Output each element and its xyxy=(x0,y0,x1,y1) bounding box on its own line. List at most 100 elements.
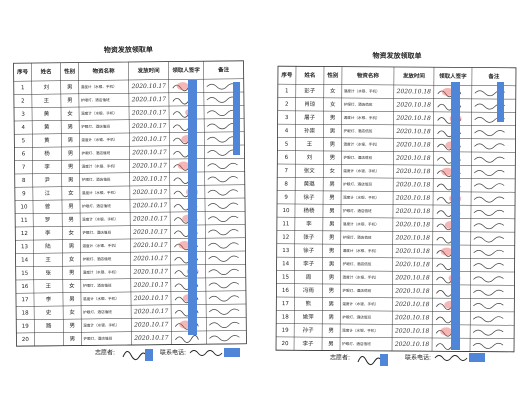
volunteer-signature xyxy=(357,356,381,366)
issue-date: 2020.10.18 xyxy=(395,168,431,175)
issue-date: 2020.10.18 xyxy=(395,221,431,228)
column-rule xyxy=(60,62,64,346)
red-fingerprint xyxy=(178,241,191,250)
item-name: 护眼灯、酒店值班 xyxy=(344,128,373,133)
item-name: 护眼灯、酒店值班 xyxy=(343,155,372,160)
name: 刘 xyxy=(307,153,313,161)
column-rule xyxy=(293,66,297,351)
name: 屠子 xyxy=(304,114,316,121)
form-title: 物资发放领取单 xyxy=(373,51,422,60)
column-header: 性别 xyxy=(326,71,339,79)
row-rule xyxy=(15,224,246,228)
issue-date: 2020.10.17 xyxy=(133,281,169,288)
item-name: 温度计（水银、手机） xyxy=(343,274,379,279)
name: 黄 xyxy=(44,136,50,144)
row-number: 19 xyxy=(282,328,290,334)
column-header: 发放时间 xyxy=(137,66,161,74)
column-header: 物资名称 xyxy=(93,67,116,75)
remark-scribble xyxy=(207,215,239,222)
gender: 男 xyxy=(329,207,335,214)
row-rule xyxy=(276,216,515,220)
item-name: 温度计（水银、手机） xyxy=(82,190,118,195)
gender: 男 xyxy=(329,287,335,294)
remark-scribble xyxy=(206,83,237,90)
item-name: 温度计（水银、手机） xyxy=(342,301,378,306)
row-number: 1 xyxy=(21,85,25,91)
gender: 男 xyxy=(328,314,334,321)
column-header: 备注 xyxy=(217,65,230,73)
issue-date: 2020.10.17 xyxy=(132,255,168,262)
item-name: 温度计（水银、手机） xyxy=(344,115,380,120)
issue-date: 2020.10.17 xyxy=(133,334,169,341)
remark-scribble xyxy=(473,303,504,309)
row-rule xyxy=(16,303,247,307)
item-name: 护眼灯、酒店值班 xyxy=(343,235,372,240)
issue-date: 2020.10.17 xyxy=(133,295,169,302)
remark-scribble xyxy=(472,329,504,336)
issue-date: 2020.10.17 xyxy=(131,122,167,129)
gender: 女 xyxy=(69,308,75,316)
gender: 男 xyxy=(329,194,335,201)
item-name: 温度计（水银、手机） xyxy=(82,216,118,221)
gender: 女 xyxy=(330,100,336,108)
issue-date: 2020.10.17 xyxy=(131,149,167,156)
remark-scribble xyxy=(207,136,238,143)
row-number: 7 xyxy=(22,165,26,171)
remark-scribble xyxy=(207,202,239,209)
row-number: 2 xyxy=(21,98,25,104)
item-name: 护眼灯、酒店值班 xyxy=(342,341,371,346)
column-header: 发放时间 xyxy=(402,72,426,80)
row-number: 12 xyxy=(282,235,289,241)
issue-date: 2020.10.18 xyxy=(395,155,431,162)
name: 李 xyxy=(306,220,312,228)
row-rule xyxy=(277,190,516,193)
name: 黄 xyxy=(44,109,50,117)
item-name: 温度计（水银、手机） xyxy=(343,195,379,200)
name: 黄 xyxy=(44,123,50,131)
row-number: 18 xyxy=(22,310,30,316)
name: 彭子 xyxy=(304,87,316,95)
item-name: 护眼灯、酒店值班 xyxy=(342,288,371,293)
row-number: 5 xyxy=(285,142,289,148)
remark-scribble xyxy=(207,189,239,196)
name: 冯雨 xyxy=(303,286,315,294)
item-name: 护眼灯、酒店值班 xyxy=(343,208,372,213)
name: 张子 xyxy=(303,233,315,241)
row-rule xyxy=(276,323,515,326)
row-rule xyxy=(15,237,246,241)
issue-date: 2020.10.18 xyxy=(396,101,432,108)
row-rule xyxy=(276,270,515,273)
gender: 男 xyxy=(69,269,75,276)
item-name: 护眼灯、酒店值班 xyxy=(343,181,372,186)
issue-date: 2020.10.18 xyxy=(394,261,430,268)
issue-date: 2020.10.17 xyxy=(132,189,168,196)
row-number: 19 xyxy=(22,324,30,330)
item-name: 护眼灯、酒店值班 xyxy=(344,102,373,107)
row-number: 17 xyxy=(21,297,29,303)
row-number: 12 xyxy=(21,231,28,237)
name: 徐子 xyxy=(303,246,315,254)
item-name: 护眼灯、酒店值班 xyxy=(83,309,112,314)
row-number: 4 xyxy=(285,128,289,134)
column-rule xyxy=(469,67,473,352)
row-number: 14 xyxy=(21,257,29,263)
name: 杨 xyxy=(44,149,50,157)
remark-scribble xyxy=(206,123,238,130)
gender: 男 xyxy=(329,221,335,228)
name: 李 xyxy=(45,229,51,237)
remark-scribble xyxy=(207,162,238,170)
remark-scribble xyxy=(473,209,505,216)
item-name: 温度计（水银、手机） xyxy=(343,221,379,226)
phone-scribble xyxy=(434,355,468,361)
row-rule xyxy=(14,118,245,122)
signature-scribble xyxy=(175,335,199,343)
red-fingerprint xyxy=(440,327,453,336)
row-number: 10 xyxy=(21,204,29,210)
issue-date: 2020.10.18 xyxy=(395,208,431,215)
red-fingerprint xyxy=(177,161,190,170)
name: 李子 xyxy=(303,339,315,347)
row-rule xyxy=(14,158,245,161)
remark-scribble xyxy=(208,242,239,249)
row-rule xyxy=(277,203,516,206)
